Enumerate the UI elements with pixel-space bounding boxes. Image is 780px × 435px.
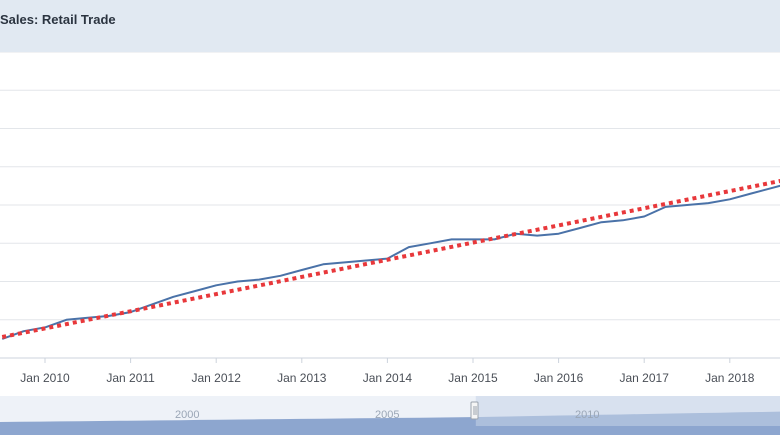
series-layer <box>1 178 780 340</box>
x-tick-label: Jan 2017 <box>620 371 670 385</box>
x-tick-label: Jan 2013 <box>277 371 327 385</box>
x-tick-label: Jan 2010 <box>20 371 70 385</box>
chart-header: Sales: Retail Trade <box>0 0 780 52</box>
navigator-labels: 2000 2005 2010 <box>175 409 599 421</box>
x-tick-label: Jan 2015 <box>448 371 498 385</box>
chart-title: Sales: Retail Trade <box>0 12 116 27</box>
trend-line <box>1 178 780 339</box>
x-tick-label: Jan 2012 <box>192 371 242 385</box>
line-chart: Jan 2010 Jan 2011 Jan 2012 Jan 2013 Jan 2014… <box>0 52 780 385</box>
x-tick-label: Jan 2016 <box>534 371 584 385</box>
series-line <box>1 184 780 340</box>
x-tick-label: Jan 2014 <box>363 371 413 385</box>
navigator-selected-range[interactable] <box>475 396 780 426</box>
x-tick-label: Jan 2018 <box>705 371 755 385</box>
navigator-label: 2000 <box>175 409 199 421</box>
navigator-handle[interactable] <box>470 401 479 420</box>
navigator-label: 2005 <box>375 409 399 421</box>
x-tick-label: Jan 2011 <box>106 371 155 385</box>
navigator-label: 2010 <box>575 409 599 421</box>
x-axis-ticks: Jan 2010 Jan 2011 Jan 2012 Jan 2013 Jan 2014… <box>20 358 755 385</box>
grid-lines <box>0 52 780 359</box>
range-navigator[interactable]: 2000 2005 2010 <box>0 396 780 435</box>
